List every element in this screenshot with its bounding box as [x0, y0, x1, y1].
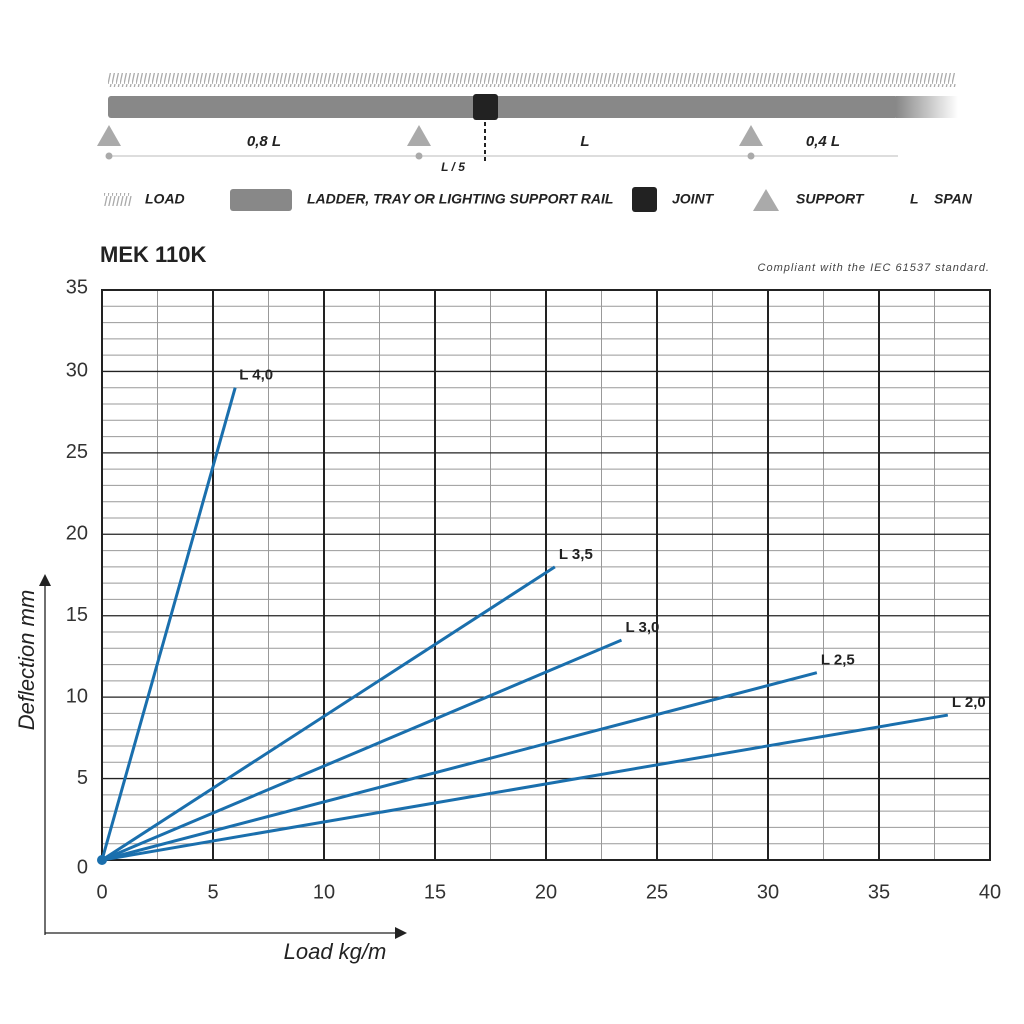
span-dot	[105, 152, 113, 160]
x-tick-label: 30	[757, 881, 779, 903]
support	[739, 125, 763, 146]
y-tick-label: 15	[66, 604, 88, 626]
y-tick-label: 10	[66, 685, 88, 707]
legend-text: JOINT	[672, 191, 715, 207]
series-line	[100, 387, 237, 861]
y-tick-label: 30	[66, 360, 88, 382]
y-axis-label: Deflection mm	[14, 590, 39, 731]
x-tick-label: 25	[646, 881, 668, 903]
chart-title: MEK 110K	[100, 242, 206, 267]
span-dot	[747, 152, 755, 160]
support	[97, 125, 121, 146]
x-axis-label: Load kg/m	[284, 939, 387, 964]
series-label: L 4,0	[239, 367, 273, 384]
span-label: 0,8 L	[247, 133, 281, 150]
legend-text: SUPPORT	[796, 191, 865, 207]
origin-dot	[97, 855, 107, 865]
legend-rail	[230, 189, 292, 211]
y-tick-label: 5	[77, 767, 88, 789]
legend-support	[753, 189, 779, 211]
series-line	[101, 671, 818, 862]
legend-text: LADDER, TRAY OR LIGHTING SUPPORT RAIL	[307, 191, 613, 207]
y-tick-label: 35	[66, 276, 88, 298]
plot-frame	[101, 289, 991, 861]
rail	[108, 96, 898, 118]
x-tick-label: 15	[424, 881, 446, 903]
legend-text: SPAN	[934, 191, 973, 207]
x-tick-label: 35	[868, 881, 890, 903]
span-dot	[415, 152, 423, 160]
y-tick-label: 25	[66, 441, 88, 463]
x-tick-label: 40	[979, 881, 1001, 903]
span-label: 0,4 L	[806, 133, 840, 150]
chart-subtitle: Compliant with the IEC 61537 standard.	[758, 262, 990, 274]
legend-text: L	[910, 191, 919, 207]
offset-label: L / 5	[441, 160, 465, 174]
x-tick-label: 20	[535, 881, 557, 903]
series-label: L 2,0	[952, 694, 986, 711]
rail-fade	[896, 96, 958, 118]
load-hatch	[108, 73, 956, 87]
series-line	[101, 638, 623, 862]
series-line	[101, 713, 949, 862]
plot: 0 5 10 15 20 25 30 35 40 0 5 10 15 20 25 30 35 L 4,0 L 3,5…	[66, 276, 1001, 903]
arrow-head	[395, 927, 407, 939]
series-label: L 2,5	[821, 652, 855, 669]
span-label: L	[580, 133, 589, 150]
x-tick-label: 0	[96, 881, 107, 903]
x-tick-label: 10	[313, 881, 335, 903]
series-label: L 3,5	[559, 546, 593, 563]
legend: LOAD LADDER, TRAY OR LIGHTING SUPPORT RA…	[104, 187, 973, 212]
series-line	[101, 565, 556, 862]
legend-joint	[632, 187, 657, 212]
span-diagram: 0,8 L L 0,4 L L / 5	[97, 73, 958, 174]
legend-text: LOAD	[145, 191, 185, 207]
y-tick-label: 20	[66, 523, 88, 545]
joint	[473, 94, 498, 120]
y-tick-label: 0	[77, 856, 88, 878]
series-label: L 3,0	[625, 619, 659, 636]
arrow-head	[39, 574, 51, 586]
support	[407, 125, 431, 146]
x-tick-label: 5	[207, 881, 218, 903]
legend-load	[104, 193, 132, 206]
